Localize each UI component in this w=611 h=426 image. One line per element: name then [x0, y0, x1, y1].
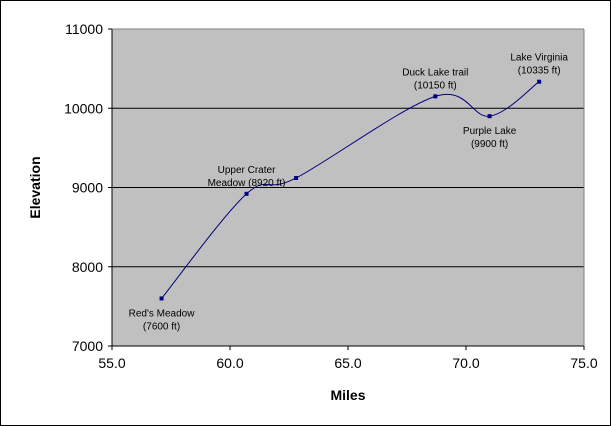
- x-tick-label: 55.0: [98, 355, 125, 371]
- y-tick-labels: 7000 8000 9000 10000 11000: [64, 21, 103, 354]
- annotation-0: Red's Meadow (7600 ft): [129, 308, 196, 332]
- y-tick-label: 9000: [72, 180, 103, 196]
- y-tick-label: 10000: [64, 100, 103, 116]
- data-markers: [159, 79, 542, 301]
- x-tick-label: 70.0: [452, 355, 479, 371]
- y-tick-label: 8000: [72, 259, 103, 275]
- axis-lines: [108, 28, 585, 350]
- data-point-0: [159, 296, 164, 301]
- annotation-line: Red's Meadow: [129, 308, 196, 319]
- annotation-line: Lake Virginia: [510, 53, 568, 64]
- x-tick-label: 60.0: [216, 355, 243, 371]
- data-point-2: [294, 175, 299, 180]
- data-point-1: [244, 191, 249, 196]
- annotation-line: Duck Lake trail: [402, 67, 468, 78]
- annotation-line: (10150 ft): [414, 80, 457, 91]
- data-point-5: [537, 79, 542, 84]
- x-tick-label: 75.0: [570, 355, 597, 371]
- annotation-line: Upper Crater: [218, 165, 276, 176]
- annotation-3: Purple Lake (9900 ft): [463, 126, 517, 150]
- y-tick-label: 7000: [72, 338, 103, 354]
- x-axis-title: Miles: [330, 387, 365, 403]
- annotation-1: Upper Crater Meadow (8920 ft): [208, 165, 286, 189]
- data-point-4: [487, 114, 492, 119]
- y-tick-label: 11000: [65, 21, 103, 37]
- grid-lines: [112, 107, 584, 268]
- point-annotations: Red's Meadow (7600 ft) Upper Crater Meadow …: [129, 53, 569, 333]
- data-point-3: [433, 94, 438, 99]
- annotation-line: Meadow (8920 ft): [208, 178, 286, 189]
- annotation-2: Duck Lake trail (10150 ft): [402, 67, 468, 91]
- x-tick-labels: 55.0 60.0 65.0 70.0 75.0: [98, 355, 597, 371]
- annotation-line: Purple Lake: [463, 126, 517, 137]
- annotation-line: (7600 ft): [143, 321, 180, 332]
- annotation-line: (9900 ft): [471, 139, 508, 150]
- annotation-line: (10335 ft): [518, 66, 561, 77]
- y-axis-title: Elevation: [27, 156, 43, 218]
- annotation-4: Lake Virginia (10335 ft): [510, 53, 568, 77]
- x-tick-label: 65.0: [334, 355, 361, 371]
